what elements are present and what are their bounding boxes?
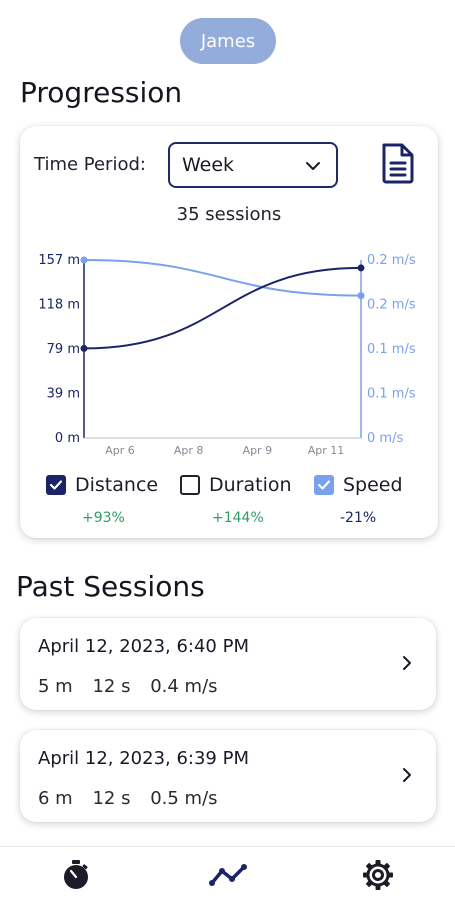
progression-chart: 157 m 118 m 79 m 39 m 0 m 0.2 m/s 0.2 m/s 0.1 … — [38, 253, 416, 457]
session-distance: 5 m — [38, 676, 73, 697]
right-axis-tick-label: 0.1 m/s — [367, 342, 416, 357]
legend-distance-toggle[interactable]: Distance — [46, 474, 158, 496]
report-document-icon[interactable] — [380, 142, 416, 184]
x-axis-tick-label: Apr 6 — [105, 444, 135, 457]
distance-change: +93% — [82, 510, 125, 526]
x-axis-tick-label: Apr 9 — [243, 444, 273, 457]
distance-series-line — [83, 266, 362, 350]
chevron-down-icon — [306, 162, 320, 170]
progression-card: Time Period: Week 35 sessions 157 m 118 m… — [20, 126, 438, 538]
session-date: April 12, 2023, 6:40 PM — [38, 636, 249, 657]
speed-change: -21% — [340, 510, 377, 526]
right-axis-tick-label: 0.1 m/s — [367, 387, 416, 402]
session-duration: 12 s — [92, 676, 131, 697]
session-stats: 6 m 12 s 0.5 m/s — [38, 788, 232, 809]
session-stats: 5 m 12 s 0.4 m/s — [38, 676, 232, 697]
session-duration: 12 s — [92, 788, 131, 809]
left-axis-tick-label: 0 m — [55, 431, 80, 446]
left-axis-tick-label: 157 m — [38, 253, 80, 268]
speed-data-point — [357, 292, 365, 300]
distance-data-point — [80, 344, 88, 352]
time-period-label: Time Period: — [34, 154, 146, 175]
legend-duration-toggle[interactable]: Duration — [180, 474, 292, 496]
chevron-right-icon — [403, 768, 411, 782]
user-name: James — [200, 30, 256, 52]
distance-data-point — [357, 264, 365, 272]
left-axis-tick-label: 118 m — [38, 298, 80, 313]
session-speed: 0.4 m/s — [150, 676, 218, 697]
checkbox-unchecked-icon — [180, 475, 200, 495]
speed-data-point — [80, 256, 88, 264]
session-date: April 12, 2023, 6:39 PM — [38, 748, 249, 769]
legend-speed-label: Speed — [343, 474, 403, 496]
sessions-count: 35 sessions — [176, 204, 282, 225]
checkbox-checked-icon — [46, 475, 66, 495]
session-card[interactable]: April 12, 2023, 6:39 PM 6 m 12 s 0.5 m/s — [20, 730, 436, 822]
session-card[interactable]: April 12, 2023, 6:40 PM 5 m 12 s 0.4 m/s — [20, 618, 436, 710]
legend-speed-toggle[interactable]: Speed — [314, 474, 403, 496]
right-axis-tick-label: 0.2 m/s — [367, 253, 416, 268]
time-period-select[interactable]: Week — [168, 142, 338, 188]
left-axis-tick-label: 39 m — [47, 387, 80, 402]
settings-gear-icon[interactable] — [362, 859, 394, 891]
x-axis-tick-label: Apr 11 — [308, 444, 345, 457]
progression-icon[interactable] — [208, 863, 248, 887]
progression-title: Progression — [20, 76, 183, 109]
left-axis-tick-label: 79 m — [47, 342, 80, 357]
time-period-value: Week — [182, 154, 235, 176]
user-name-pill[interactable]: James — [180, 18, 276, 64]
right-axis-tick-label: 0.2 m/s — [367, 298, 416, 313]
x-axis-tick-label: Apr 8 — [174, 444, 204, 457]
session-speed: 0.5 m/s — [150, 788, 218, 809]
right-axis-tick-label: 0 m/s — [367, 431, 403, 446]
session-distance: 6 m — [38, 788, 73, 809]
checkbox-checked-icon — [314, 475, 334, 495]
stopwatch-icon[interactable] — [60, 859, 92, 891]
duration-change: +144% — [212, 510, 264, 526]
chevron-right-icon — [403, 656, 411, 670]
legend-distance-label: Distance — [75, 474, 159, 496]
speed-series-line — [83, 259, 362, 297]
legend-duration-label: Duration — [209, 474, 292, 496]
past-sessions-title: Past Sessions — [16, 570, 205, 603]
bottom-navigation — [0, 846, 455, 900]
